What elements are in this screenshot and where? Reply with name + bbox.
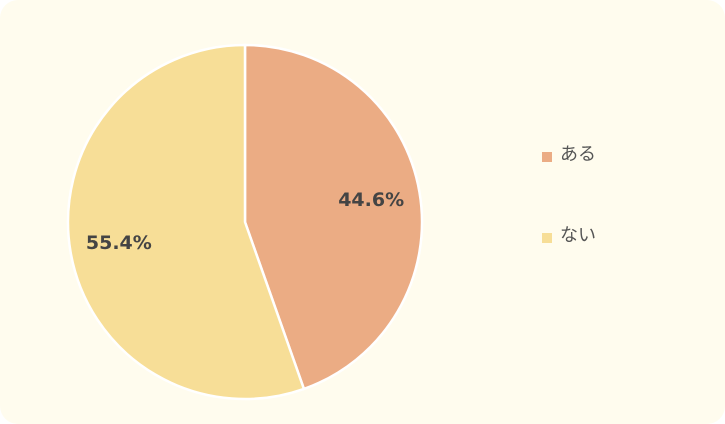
- legend-swatch: [542, 152, 552, 162]
- pie-slice: [66, 43, 306, 401]
- legend-label: ある: [560, 144, 596, 165]
- value-label: 44.6%: [338, 189, 404, 211]
- legend-swatch: [542, 233, 552, 243]
- pie-slice: [243, 43, 424, 391]
- value-label: 55.4%: [86, 232, 152, 254]
- legend-label: ない: [560, 225, 596, 246]
